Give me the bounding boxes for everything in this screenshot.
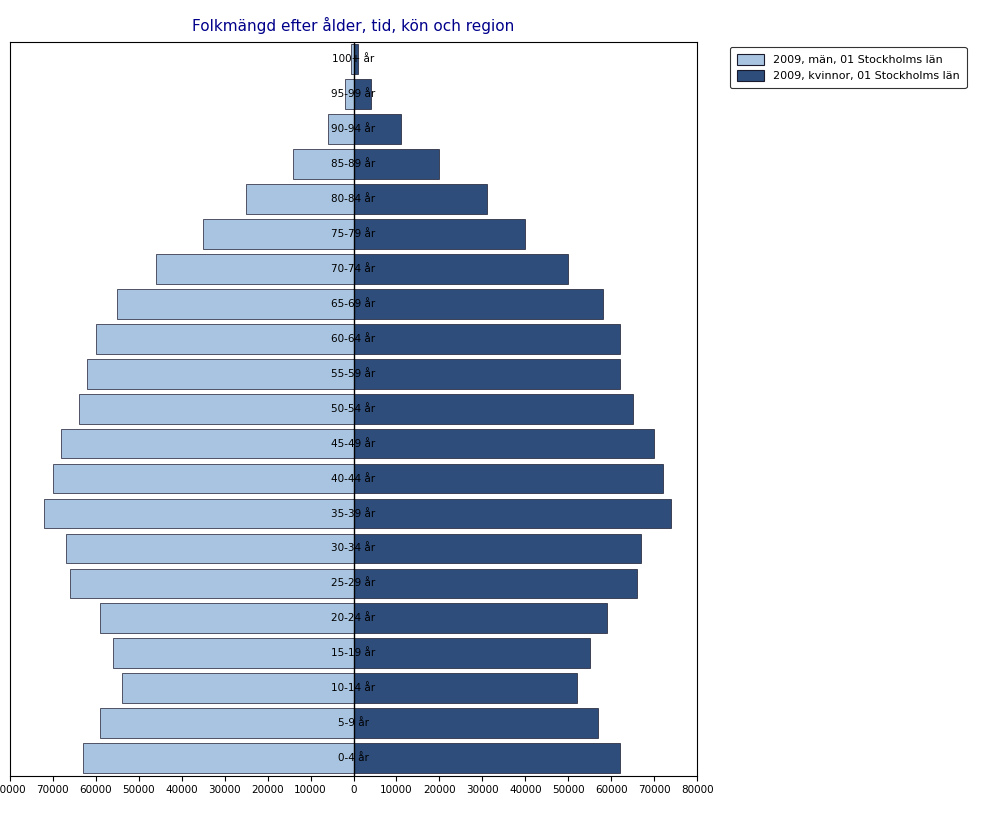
Title: Folkmängd efter ålder, tid, kön och region: Folkmängd efter ålder, tid, kön och regi… [192, 17, 515, 33]
Bar [354, 464, 663, 494]
Text: 5-9 år: 5-9 år [338, 718, 369, 728]
Bar [354, 324, 620, 354]
Bar [354, 708, 598, 738]
Bar [354, 673, 576, 703]
Bar [53, 464, 354, 494]
Text: 75-79 år: 75-79 år [331, 229, 376, 239]
Text: 25-29 år: 25-29 år [331, 579, 376, 589]
Bar [100, 604, 354, 633]
Legend: 2009, män, 01 Stockholms län, 2009, kvinnor, 01 Stockholms län: 2009, män, 01 Stockholms län, 2009, kvin… [730, 48, 966, 88]
Text: 55-59 år: 55-59 år [331, 369, 376, 379]
Text: 70-74 år: 70-74 år [332, 264, 375, 274]
Bar [95, 324, 354, 354]
Bar [354, 743, 620, 773]
Bar [354, 114, 401, 144]
Bar [354, 149, 439, 178]
Bar [122, 673, 354, 703]
Bar [354, 79, 370, 109]
Text: 65-69 år: 65-69 år [331, 299, 376, 309]
Text: 50-54 år: 50-54 år [332, 404, 375, 414]
Bar [354, 289, 603, 319]
Bar [294, 149, 354, 178]
Bar [354, 639, 590, 668]
Bar [82, 743, 354, 773]
Bar [354, 429, 654, 459]
Text: 40-44 år: 40-44 år [332, 474, 375, 484]
Bar [44, 499, 354, 529]
Bar [70, 569, 354, 598]
Text: 80-84 år: 80-84 år [332, 194, 375, 204]
Text: 85-89 år: 85-89 år [331, 159, 376, 169]
Bar [354, 219, 525, 249]
Text: 10-14 år: 10-14 år [332, 683, 375, 693]
Bar [345, 79, 354, 109]
Text: 45-49 år: 45-49 år [331, 439, 376, 449]
Bar [354, 44, 357, 74]
Bar [66, 534, 354, 563]
Bar [354, 569, 637, 598]
Bar [352, 44, 354, 74]
Bar [354, 184, 487, 214]
Bar [117, 289, 354, 319]
Bar [203, 219, 354, 249]
Bar [354, 254, 569, 284]
Text: 0-4 år: 0-4 år [338, 753, 369, 763]
Text: 20-24 år: 20-24 år [332, 613, 375, 623]
Bar [87, 359, 354, 389]
Text: 95-99 år: 95-99 år [331, 89, 376, 99]
Bar [113, 639, 354, 668]
Text: 60-64 år: 60-64 år [332, 334, 375, 344]
Text: 100+ år: 100+ år [332, 54, 375, 64]
Bar [354, 604, 607, 633]
Bar [156, 254, 354, 284]
Bar [354, 359, 620, 389]
Bar [61, 429, 354, 459]
Bar [328, 114, 354, 144]
Bar [354, 499, 672, 529]
Text: 30-34 år: 30-34 år [332, 544, 375, 554]
Bar [100, 708, 354, 738]
Bar [79, 394, 354, 424]
Bar [246, 184, 354, 214]
Bar [354, 534, 641, 563]
Text: 35-39 år: 35-39 år [331, 509, 376, 519]
Bar [354, 394, 632, 424]
Text: 15-19 år: 15-19 år [331, 648, 376, 658]
Text: 90-94 år: 90-94 år [332, 124, 375, 134]
